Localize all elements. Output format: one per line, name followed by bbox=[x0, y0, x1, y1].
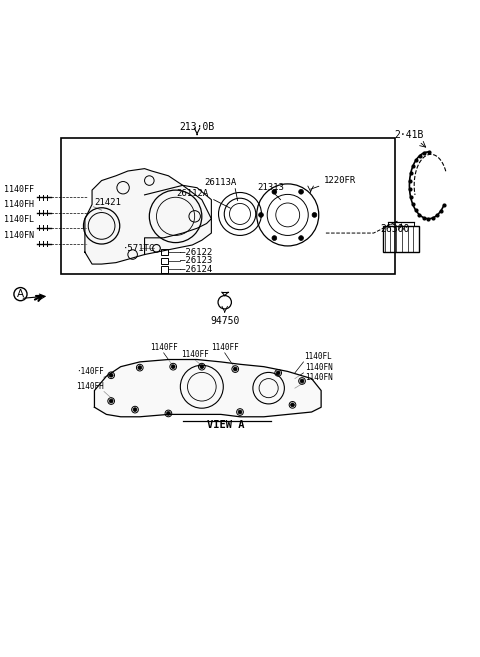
Circle shape bbox=[109, 373, 113, 377]
Circle shape bbox=[290, 403, 294, 407]
Text: 26300: 26300 bbox=[381, 223, 410, 233]
Bar bbox=[161, 267, 168, 273]
Bar bbox=[161, 249, 168, 256]
Circle shape bbox=[312, 212, 317, 217]
Text: ·571TC: ·571TC bbox=[123, 244, 156, 253]
Text: A: A bbox=[17, 289, 24, 299]
Circle shape bbox=[300, 379, 304, 383]
Circle shape bbox=[200, 365, 204, 369]
Bar bbox=[61, 137, 395, 273]
Text: —26122: —26122 bbox=[180, 248, 213, 257]
Text: 94750: 94750 bbox=[210, 316, 240, 326]
Circle shape bbox=[299, 189, 303, 194]
Bar bbox=[161, 258, 168, 264]
Text: 213·0B: 213·0B bbox=[180, 122, 215, 132]
Circle shape bbox=[276, 371, 280, 374]
Circle shape bbox=[299, 236, 303, 240]
Text: 26113A: 26113A bbox=[205, 178, 237, 187]
Circle shape bbox=[272, 189, 277, 194]
Circle shape bbox=[167, 411, 170, 415]
Text: 1140FH: 1140FH bbox=[76, 382, 104, 391]
Text: 21313: 21313 bbox=[258, 183, 285, 193]
Text: 1140FF: 1140FF bbox=[181, 350, 208, 359]
Text: 1140FL: 1140FL bbox=[304, 352, 332, 361]
Polygon shape bbox=[95, 359, 321, 417]
Text: ·140FF: ·140FF bbox=[76, 367, 104, 376]
Text: 1140FF: 1140FF bbox=[4, 185, 34, 194]
Circle shape bbox=[171, 365, 175, 369]
Circle shape bbox=[109, 399, 113, 403]
Circle shape bbox=[138, 366, 142, 369]
Circle shape bbox=[238, 410, 242, 414]
Circle shape bbox=[133, 408, 137, 411]
Text: 1140FF: 1140FF bbox=[211, 344, 239, 352]
Text: 1140FH: 1140FH bbox=[4, 200, 34, 209]
Text: 1140FN: 1140FN bbox=[4, 231, 34, 240]
Text: 1140FL: 1140FL bbox=[4, 215, 34, 225]
Circle shape bbox=[259, 212, 264, 217]
Text: —26124: —26124 bbox=[180, 265, 213, 274]
Text: 2·41B: 2·41B bbox=[395, 130, 424, 140]
Bar bbox=[383, 226, 419, 252]
Circle shape bbox=[233, 367, 237, 371]
Text: —26123: —26123 bbox=[180, 256, 213, 265]
Text: 1140FN: 1140FN bbox=[305, 373, 333, 382]
Text: 1140FF: 1140FF bbox=[150, 344, 178, 352]
Circle shape bbox=[272, 236, 277, 240]
Text: VIEW A: VIEW A bbox=[207, 420, 244, 430]
Text: 26112A: 26112A bbox=[176, 189, 208, 198]
Text: 1220FR: 1220FR bbox=[324, 176, 356, 185]
Polygon shape bbox=[85, 169, 211, 264]
Text: 1140FN: 1140FN bbox=[305, 363, 333, 373]
Text: 21421: 21421 bbox=[95, 198, 121, 207]
